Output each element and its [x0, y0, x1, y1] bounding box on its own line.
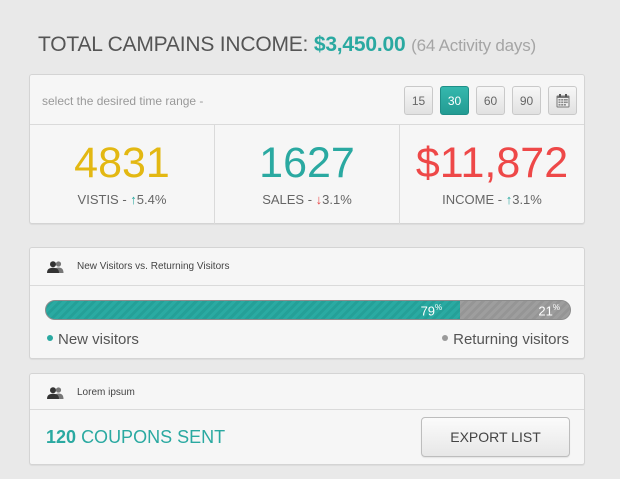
users-icon: [47, 387, 64, 399]
visitors-progress-bar: 79% 21%: [45, 300, 571, 320]
range-90-button[interactable]: 90: [512, 86, 541, 115]
new-visitors-fill: [46, 301, 460, 319]
time-range-bar: select the desired time range - 15 30 60…: [30, 75, 584, 125]
returning-visitors-percent: 21%: [538, 303, 560, 319]
stat-value: $11,872: [415, 139, 569, 187]
coupons-count: 120: [46, 427, 77, 447]
stat-value: 4831: [74, 139, 170, 187]
grey-dot-icon: [442, 335, 449, 342]
returning-visitors-fill: [459, 301, 570, 319]
stat-sales: 1627 SALES - ↓3.1%: [214, 125, 399, 224]
stat-visits: 4831 VISTIS - ↑5.4%: [30, 125, 214, 224]
page-title: TOTAL CAMPAINS INCOME: $3,450.00 (64 Act…: [38, 33, 536, 57]
legend-new-visitors: New visitors: [47, 331, 139, 348]
stats-row: 4831 VISTIS - ↑5.4% 1627 SALES - ↓3.1% $…: [30, 125, 584, 224]
activity-days: (64 Activity days): [411, 36, 536, 55]
coupons-panel: Lorem ipsum 120 COUPONS SENT EXPORT LIST: [29, 373, 585, 465]
panel-title: New Visitors vs. Returning Visitors: [77, 261, 230, 272]
stat-income: $11,872 INCOME - ↑3.1%: [399, 125, 584, 224]
stat-label-text: INCOME -: [442, 192, 503, 207]
arrow-down-icon: ↓: [315, 192, 323, 207]
stat-change: 3.1%: [322, 192, 352, 207]
stats-panel: select the desired time range - 15 30 60…: [29, 74, 585, 224]
calendar-icon: [556, 93, 569, 107]
stat-change: 3.1%: [512, 192, 542, 207]
stat-label: SALES - ↓3.1%: [215, 192, 399, 207]
panel-header: Lorem ipsum: [30, 374, 584, 410]
stat-label-text: SALES -: [262, 192, 313, 207]
coupons-label: COUPONS SENT: [81, 427, 226, 447]
coupons-sent: 120 COUPONS SENT: [46, 427, 225, 448]
panel-title: Lorem ipsum: [77, 387, 135, 398]
time-range-buttons: 15 30 60 90: [397, 86, 577, 115]
arrow-up-icon: ↑: [130, 192, 137, 207]
stat-label: VISTIS - ↑5.4%: [30, 192, 214, 207]
range-60-button[interactable]: 60: [476, 86, 505, 115]
arrow-up-icon: ↑: [505, 192, 513, 207]
stat-label-text: VISTIS -: [77, 192, 127, 207]
export-list-button[interactable]: EXPORT LIST: [421, 417, 570, 457]
stat-label: INCOME - ↑3.1%: [400, 192, 584, 207]
new-visitors-percent-value: 79: [420, 303, 436, 319]
new-visitors-percent: 79%: [420, 303, 443, 319]
panel-header: New Visitors vs. Returning Visitors: [30, 248, 584, 286]
total-income-amount: $3,450.00: [313, 33, 406, 56]
calendar-button[interactable]: [548, 86, 577, 115]
legend-label: New visitors: [58, 331, 139, 348]
returning-visitors-percent-value: 21: [538, 303, 553, 319]
time-range-label: select the desired time range -: [42, 94, 204, 108]
stat-change: 5.4%: [136, 192, 167, 207]
visitors-panel: New Visitors vs. Returning Visitors 79% …: [29, 247, 585, 359]
range-30-button[interactable]: 30: [440, 86, 469, 115]
teal-dot-icon: [47, 335, 53, 342]
users-icon: [47, 261, 64, 273]
legend-returning-visitors: Returning visitors: [442, 331, 569, 348]
range-15-button[interactable]: 15: [404, 86, 433, 115]
stat-value: 1627: [259, 139, 355, 187]
title-prefix: TOTAL CAMPAINS INCOME:: [38, 33, 309, 56]
legend-label: Returning visitors: [453, 331, 569, 348]
